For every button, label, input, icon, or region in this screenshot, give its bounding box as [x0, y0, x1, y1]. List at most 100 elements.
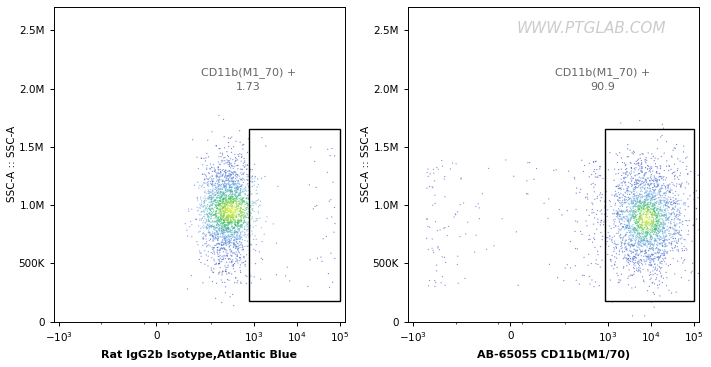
Point	[590, 158, 602, 164]
Point	[646, 211, 657, 217]
Point	[643, 248, 654, 254]
Point	[218, 191, 229, 197]
Point	[649, 186, 661, 192]
Point	[226, 213, 237, 219]
Point	[238, 255, 250, 261]
Point	[234, 239, 245, 245]
Point	[636, 261, 647, 266]
Point	[645, 272, 656, 277]
Point	[219, 228, 230, 233]
Point	[225, 221, 237, 226]
Point	[605, 257, 616, 263]
Point	[220, 199, 232, 205]
Point	[636, 200, 648, 206]
Point	[244, 228, 255, 233]
Point	[621, 207, 632, 213]
Point	[639, 240, 651, 246]
Point	[653, 217, 665, 223]
Point	[203, 218, 214, 224]
Point	[635, 212, 646, 218]
Point	[211, 175, 223, 181]
Point	[226, 201, 237, 207]
Point	[658, 228, 670, 234]
Point	[661, 237, 672, 243]
Point	[650, 228, 661, 233]
Point	[587, 201, 599, 207]
Point	[619, 226, 631, 232]
Point	[211, 232, 223, 237]
Point	[636, 223, 648, 229]
Point	[216, 220, 228, 226]
Point	[619, 214, 631, 219]
Point	[240, 192, 251, 198]
Point	[220, 222, 231, 228]
Point	[217, 206, 228, 211]
Point	[646, 218, 658, 224]
Point	[217, 246, 228, 251]
Point	[452, 253, 464, 259]
Point	[654, 198, 665, 204]
Point	[645, 198, 656, 204]
Point	[206, 216, 218, 222]
Point	[614, 277, 625, 283]
Point	[199, 171, 210, 177]
Point	[217, 268, 228, 274]
Point	[651, 225, 662, 231]
Point	[640, 219, 651, 225]
Point	[204, 243, 215, 249]
Point	[641, 233, 652, 239]
Point	[210, 204, 222, 210]
Point	[656, 208, 667, 214]
Point	[224, 220, 235, 226]
Point	[218, 217, 229, 223]
Point	[212, 182, 223, 188]
Point	[228, 181, 240, 187]
Point	[221, 149, 232, 155]
Point	[439, 282, 451, 288]
Point	[223, 229, 234, 235]
Point	[245, 184, 256, 190]
Point	[245, 212, 256, 218]
Point	[624, 247, 636, 253]
Point	[625, 215, 636, 221]
Point	[606, 238, 617, 244]
Point	[232, 258, 243, 264]
Point	[623, 188, 634, 194]
Point	[220, 240, 231, 246]
Point	[635, 208, 646, 214]
Point	[216, 193, 228, 199]
Point	[218, 201, 229, 207]
Point	[634, 200, 646, 206]
Point	[230, 207, 241, 212]
Point	[663, 240, 675, 246]
Point	[647, 177, 658, 183]
Point	[233, 178, 245, 184]
Point	[213, 200, 224, 206]
Point	[242, 243, 253, 249]
Point	[636, 249, 647, 255]
Point	[241, 167, 252, 172]
Point	[194, 216, 205, 222]
Point	[206, 219, 218, 225]
Point	[614, 192, 625, 197]
Point	[225, 240, 236, 246]
Point	[662, 216, 673, 222]
Point	[202, 208, 213, 214]
Point	[215, 184, 227, 189]
Point	[632, 192, 643, 198]
Point	[224, 201, 235, 207]
Point	[240, 196, 252, 201]
Point	[681, 218, 693, 224]
Point	[476, 191, 488, 197]
Point	[236, 215, 247, 221]
Point	[213, 218, 224, 224]
Point	[661, 214, 672, 220]
Point	[631, 189, 643, 195]
Point	[235, 192, 247, 198]
Point	[664, 189, 675, 195]
Point	[198, 156, 210, 161]
Point	[225, 218, 237, 224]
Point	[631, 248, 643, 254]
Point	[632, 230, 643, 236]
Point	[201, 167, 213, 172]
